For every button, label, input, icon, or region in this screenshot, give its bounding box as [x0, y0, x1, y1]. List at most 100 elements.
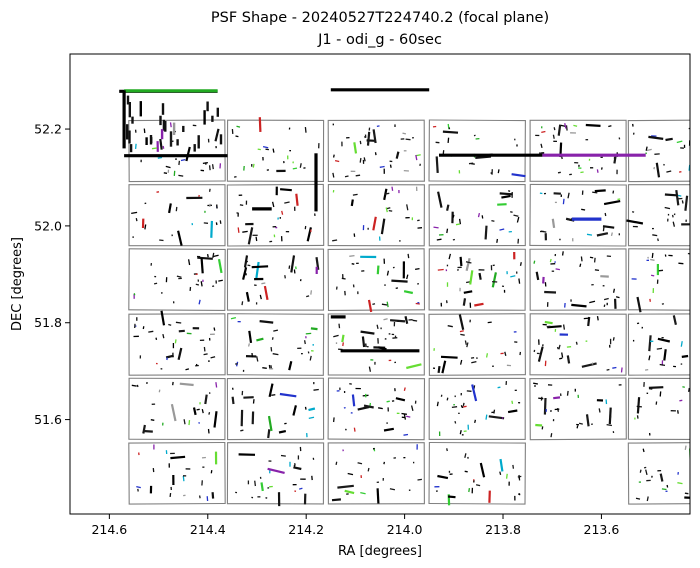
- psf-whisker: [361, 336, 366, 348]
- psf-whisker: [353, 142, 358, 154]
- psf-whisker: [344, 175, 349, 178]
- psf-whisker: [196, 408, 200, 411]
- ccd-outline: [627, 441, 690, 505]
- psf-whisker: [134, 143, 137, 149]
- psf-whisker: [579, 263, 582, 268]
- ccd-outline: [226, 377, 325, 441]
- psf-whisker: [219, 220, 222, 224]
- psf-whisker: [168, 203, 172, 214]
- psf-whisker: [465, 261, 472, 264]
- psf-whisker: [218, 279, 223, 282]
- psf-whisker: [657, 337, 671, 343]
- psf-whisker: [290, 255, 296, 273]
- psf-whisker: [459, 330, 464, 333]
- psf-whisker: [380, 218, 386, 235]
- psf-whisker: [440, 355, 458, 359]
- psf-whisker: [206, 253, 209, 258]
- psf-whisker: [252, 163, 255, 168]
- psf-whisker: [359, 157, 362, 163]
- psf-whisker: [437, 474, 449, 480]
- psf-whisker: [693, 477, 694, 480]
- axes-frame: [69, 53, 691, 515]
- psf-whisker: [540, 396, 543, 401]
- psf-whisker: [212, 252, 215, 259]
- psf-whisker: [272, 353, 279, 356]
- psf-whisker: [378, 346, 387, 351]
- psf-whisker: [648, 386, 664, 389]
- psf-whisker: [201, 408, 204, 414]
- psf-whisker: [567, 192, 570, 199]
- psf-whisker: [395, 397, 406, 402]
- psf-whisker: [374, 152, 377, 156]
- psf-whisker: [659, 473, 664, 482]
- psf-whisker: [195, 273, 198, 276]
- psf-whisker: [566, 390, 569, 396]
- psf-whisker: [280, 454, 286, 457]
- psf-whisker: [562, 324, 566, 330]
- psf-whisker: [474, 419, 477, 424]
- psf-whisker: [211, 492, 215, 499]
- psf-whisker: [691, 195, 692, 199]
- psf-whisker: [332, 239, 338, 242]
- psf-whisker: [403, 290, 414, 295]
- psf-whisker: [335, 461, 338, 466]
- psf-whisker: [648, 355, 651, 361]
- psf-whisker: [231, 396, 235, 405]
- psf-whisker: [516, 216, 520, 223]
- psf-whisker: [131, 211, 138, 215]
- psf-whisker: [245, 291, 250, 302]
- psf-whisker: [179, 382, 194, 387]
- psf-whisker: [183, 419, 186, 425]
- psf-whisker: [518, 278, 521, 284]
- psf-whisker: [460, 333, 465, 336]
- ccd-outline: [327, 183, 425, 247]
- psf-whisker: [608, 125, 612, 128]
- psf-whisker: [331, 498, 341, 502]
- psf-whisker: [478, 272, 482, 280]
- ccd-outline: [128, 119, 226, 183]
- psf-whisker: [208, 188, 211, 192]
- psf-whisker: [553, 396, 561, 400]
- psf-whisker: [278, 430, 287, 434]
- psf-whisker: [643, 466, 647, 469]
- ccd-outline: [529, 183, 627, 247]
- psf-whisker: [664, 193, 677, 197]
- psf-whisker: [511, 173, 526, 178]
- psf-whisker: [202, 161, 209, 165]
- psf-whisker: [384, 192, 390, 195]
- psf-whisker: [347, 472, 354, 476]
- psf-whisker: [485, 353, 489, 358]
- psf-whisker: [537, 346, 544, 362]
- psf-whisker: [620, 367, 623, 373]
- psf-whisker: [687, 387, 690, 393]
- psf-whisker: [288, 265, 291, 269]
- psf-whisker: [606, 368, 610, 371]
- psf-whisker: [464, 340, 467, 345]
- psf-whisker: [230, 316, 237, 320]
- psf-whisker: [610, 232, 613, 237]
- ccd-outline: [627, 248, 690, 311]
- psf-whisker: [479, 462, 486, 478]
- psf-whisker: [415, 302, 420, 305]
- psf-whisker: [441, 360, 447, 374]
- psf-whisker: [578, 422, 583, 425]
- psf-whisker: [657, 238, 659, 242]
- psf-whisker: [259, 294, 262, 300]
- psf-whisker: [159, 138, 163, 150]
- psf-whisker: [555, 268, 561, 271]
- psf-whisker: [407, 253, 410, 259]
- psf-whisker: [561, 352, 564, 358]
- psf-whisker: [671, 214, 674, 218]
- psf-whisker: [648, 135, 664, 140]
- ccd-outline: [529, 377, 627, 441]
- psf-whisker: [267, 467, 285, 474]
- psf-whisker: [177, 347, 183, 361]
- psf-whisker: [403, 433, 409, 436]
- psf-whisker: [447, 137, 450, 143]
- psf-whisker: [178, 329, 185, 333]
- ccd-outline: [529, 248, 627, 311]
- psf-whisker: [355, 174, 361, 177]
- psf-whisker: [360, 491, 366, 495]
- psf-whisker: [586, 233, 593, 236]
- psf-whisker: [497, 203, 507, 206]
